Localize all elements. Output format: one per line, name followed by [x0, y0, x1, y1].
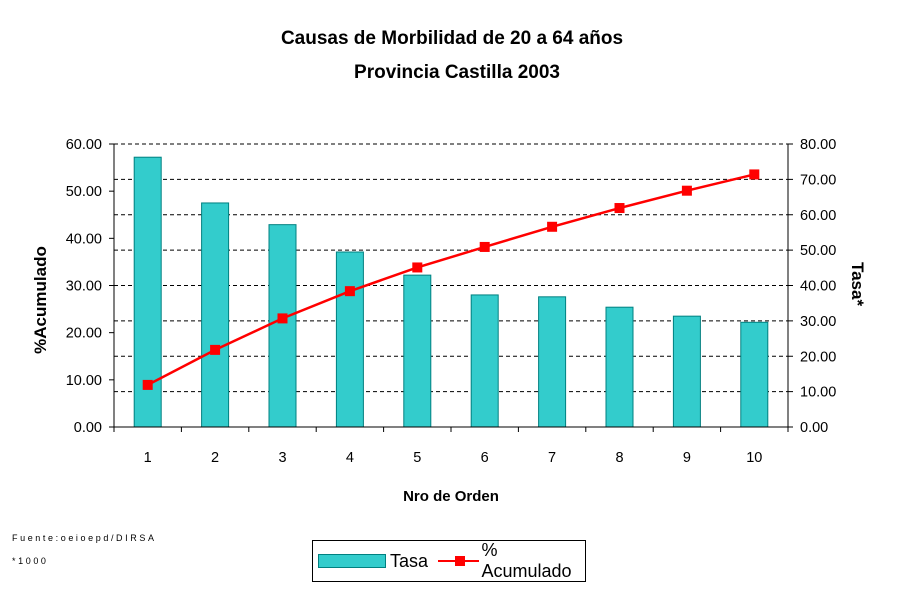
bar	[403, 274, 432, 428]
legend-label-tasa: Tasa	[390, 550, 429, 571]
y-right-tick-label: 40.00	[800, 279, 836, 295]
source-note: Fuente:oeioepd/DIRSA	[12, 533, 157, 543]
x-tick-label: 8	[615, 450, 623, 466]
y-left-tick-label: 30.00	[66, 279, 102, 295]
bar	[201, 202, 230, 428]
y-right-tick-label: 80.00	[800, 137, 836, 153]
y-right-tick-label: 70.00	[800, 172, 836, 188]
bar	[538, 296, 567, 428]
tick-labels: 1 2 3 4 5 6 7 8 9 10 0.00 10.00 20.00 30.00 40.00 50.00…	[66, 137, 837, 466]
line-point	[344, 286, 355, 297]
y-left-tick-label: 10.00	[66, 373, 102, 389]
chart-title: Causas de Morbilidad de 20 a 64 años	[281, 28, 623, 49]
bar-series-tasa	[133, 156, 769, 428]
x-tick-label: 9	[683, 450, 691, 466]
y-right-tick-label: 0.00	[800, 420, 828, 436]
legend: Tasa % Acumulado	[312, 540, 586, 582]
legend-swatch-line	[438, 554, 480, 568]
line-point	[681, 185, 692, 196]
line-series-acumulado	[142, 169, 760, 390]
x-tick-label: 10	[746, 450, 762, 466]
line-point	[277, 313, 288, 324]
x-tick-label: 4	[346, 450, 354, 466]
axis-ticks	[109, 143, 793, 432]
y-left-tick-label: 50.00	[66, 184, 102, 200]
line-point	[479, 241, 490, 252]
y-left-tick-label: 60.00	[66, 137, 102, 153]
x-axis-label: Nro de Orden	[403, 488, 499, 505]
x-tick-label: 5	[413, 450, 421, 466]
y-right-tick-label: 50.00	[800, 243, 836, 259]
footnote: *1000	[12, 556, 49, 566]
legend-item-tasa: Tasa	[313, 551, 428, 572]
legend-item-acumulado: % Acumulado	[428, 540, 585, 582]
line-point	[547, 221, 558, 232]
y-left-tick-label: 0.00	[74, 420, 102, 436]
bar	[335, 251, 364, 428]
y-left-tick-label: 40.00	[66, 231, 102, 247]
y-right-tick-label: 60.00	[800, 208, 836, 224]
y-axis-left-label: %Acumulado	[31, 246, 50, 354]
y-right-tick-label: 10.00	[800, 385, 836, 401]
bar	[470, 294, 499, 428]
bar	[605, 306, 634, 428]
y-left-tick-label: 20.00	[66, 326, 102, 342]
x-tick-label: 6	[481, 450, 489, 466]
line-point	[614, 203, 625, 214]
y-axis-right-label: Tasa*	[848, 262, 867, 306]
line-path	[147, 173, 755, 387]
line-point	[142, 379, 153, 390]
x-tick-label: 2	[211, 450, 219, 466]
x-tick-label: 1	[144, 450, 152, 466]
x-tick-label: 3	[278, 450, 286, 466]
line-point	[412, 262, 423, 273]
legend-label-acumulado: % Acumulado	[481, 540, 572, 581]
chart-subtitle: Provincia Castilla 2003	[354, 62, 560, 83]
bar	[672, 315, 701, 428]
bar	[740, 321, 769, 428]
bar	[268, 224, 297, 428]
y-right-tick-label: 30.00	[800, 314, 836, 330]
y-right-tick-label: 20.00	[800, 349, 836, 365]
legend-swatch-bar	[318, 554, 386, 568]
line-point	[749, 169, 760, 180]
line-point	[210, 344, 221, 355]
x-tick-label: 7	[548, 450, 556, 466]
